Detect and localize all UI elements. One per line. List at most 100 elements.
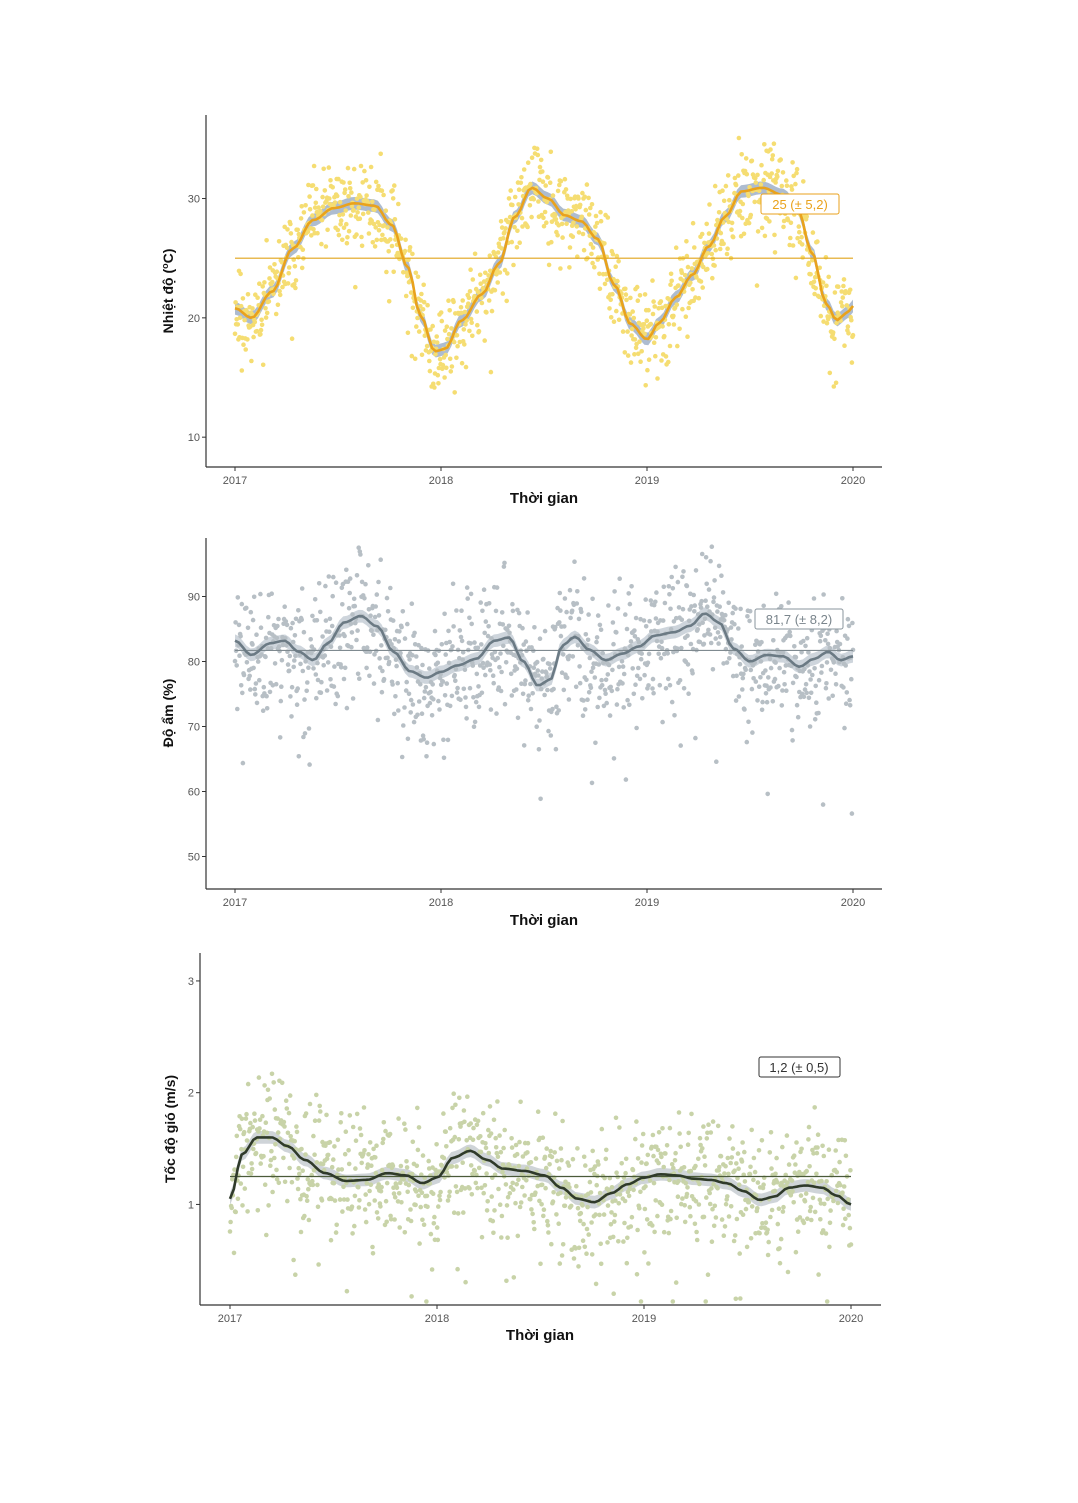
humidity-data-point (445, 737, 451, 743)
wind-speed-data-point (344, 1288, 350, 1294)
humidity-data-point (706, 587, 712, 592)
wind-speed-data-point (799, 1146, 804, 1152)
temperature-data-point (628, 295, 633, 301)
temperature-data-point (398, 236, 404, 241)
humidity-data-point (250, 617, 256, 623)
wind-speed-data-point (729, 1155, 735, 1160)
humidity-data-point (576, 616, 582, 622)
humidity-data-point (338, 665, 344, 670)
wind-speed-data-point (231, 1250, 237, 1256)
wind-speed-data-point (577, 1218, 583, 1224)
humidity-data-point (467, 685, 473, 691)
wind-speed-data-point (589, 1220, 594, 1225)
temperature-data-point (771, 141, 777, 146)
humidity-data-point (690, 671, 695, 676)
humidity-data-point (526, 693, 531, 698)
temperature-y-tick-label: 30 (188, 194, 200, 206)
humidity-data-point (284, 643, 289, 648)
humidity-data-point (248, 687, 253, 692)
wind-speed-data-point (493, 1145, 499, 1150)
wind-speed-data-point (827, 1220, 833, 1226)
humidity-data-point (528, 681, 533, 687)
wind-speed-data-point (434, 1142, 439, 1147)
humidity-data-point (536, 673, 541, 678)
wind-speed-data-point (644, 1217, 650, 1222)
humidity-data-point (534, 724, 539, 729)
humidity-data-point (779, 703, 785, 708)
temperature-data-point (243, 347, 248, 352)
temperature-data-point (846, 331, 851, 336)
wind-speed-data-point (404, 1159, 409, 1164)
temperature-smooth-layer (234, 186, 855, 353)
temperature-data-point (316, 205, 321, 210)
temperature-data-point (813, 286, 818, 291)
temperature-data-point (541, 223, 547, 229)
temperature-data-point (298, 216, 304, 221)
humidity-data-point (699, 598, 704, 604)
temperature-data-point (295, 227, 301, 233)
temperature-data-point (300, 247, 306, 252)
humidity-data-point (454, 608, 459, 613)
temperature-data-point (434, 340, 440, 345)
humidity-data-point (237, 653, 242, 658)
wind-speed-data-point (478, 1149, 484, 1155)
humidity-data-point (501, 564, 507, 569)
wind-speed-data-point (502, 1127, 508, 1133)
humidity-data-point (274, 635, 280, 641)
temperature-data-point (461, 327, 467, 332)
temperature-data-point (849, 360, 855, 365)
wind-speed-data-point (668, 1208, 674, 1214)
temperature-data-point (790, 160, 795, 165)
humidity-data-point (586, 690, 592, 695)
wind-speed-data-point (711, 1181, 716, 1187)
wind-speed-data-point (767, 1150, 773, 1155)
wind-speed-data-point (686, 1130, 691, 1136)
wind-speed-data-point (235, 1196, 241, 1202)
humidity-data-point (548, 733, 554, 738)
temperature-data-point (233, 300, 238, 305)
wind-speed-data-point (652, 1229, 657, 1235)
temperature-data-point (767, 219, 772, 224)
humidity-data-point (659, 639, 664, 645)
wind-speed-data-point (815, 1132, 821, 1137)
humidity-data-point (244, 660, 250, 665)
temperature-data-point (436, 381, 441, 386)
humidity-data-point (556, 708, 561, 713)
temperature-data-point (610, 291, 615, 297)
humidity-data-point (427, 700, 433, 706)
humidity-data-point (390, 618, 396, 623)
temperature-data-point (755, 172, 760, 178)
humidity-data-point (781, 669, 787, 675)
wind-speed-data-point (634, 1119, 639, 1124)
temperature-data-point (817, 265, 822, 271)
temperature-data-point (780, 170, 786, 175)
temperature-data-point (673, 245, 679, 250)
humidity-data-point (667, 592, 672, 597)
wind-speed-data-point (835, 1200, 841, 1206)
temperature-data-point (659, 305, 665, 311)
temperature-data-point (753, 180, 759, 185)
temperature-data-point (379, 188, 385, 193)
temperature-data-point (629, 326, 635, 332)
temperature-data-point (643, 383, 648, 388)
humidity-data-point (707, 609, 712, 614)
wind-speed-data-point (817, 1197, 823, 1203)
temperature-data-point (662, 333, 667, 339)
temperature-data-point (638, 359, 643, 365)
humidity-data-point (481, 665, 486, 670)
temperature-data-point (307, 207, 313, 212)
humidity-data-point (341, 676, 347, 682)
humidity-data-point (759, 639, 764, 645)
humidity-data-point (473, 699, 479, 705)
humidity-data-point (295, 686, 301, 691)
temperature-data-point (668, 282, 673, 288)
temperature-data-point (759, 225, 765, 231)
temperature-data-point (497, 270, 503, 275)
humidity-data-point (716, 641, 721, 646)
humidity-data-point (627, 702, 632, 708)
temperature-data-point (625, 329, 630, 334)
humidity-data-point (669, 699, 675, 705)
wind-speed-data-point (676, 1110, 682, 1115)
wind-speed-data-point (282, 1124, 287, 1129)
wind-speed-data-point (748, 1236, 754, 1241)
